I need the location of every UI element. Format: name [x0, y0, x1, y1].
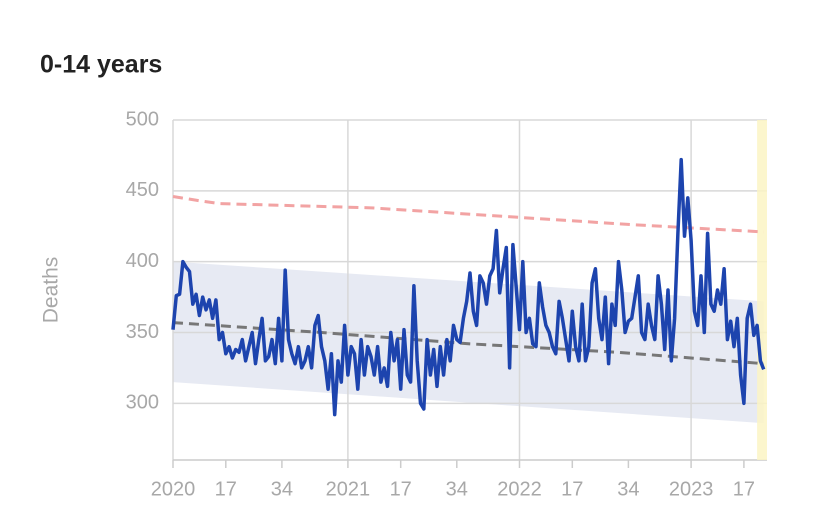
- x-tick-label: 17: [733, 478, 755, 500]
- series-line: [172, 321, 764, 366]
- y-tick-label: 450: [126, 179, 159, 201]
- y-axis-label: Deaths: [40, 257, 63, 324]
- x-tick-label: 2020: [151, 478, 196, 500]
- y-tick-label: 350: [126, 321, 159, 343]
- series-line: [171, 157, 766, 417]
- x-tick-label: 2022: [497, 478, 542, 500]
- y-tick-label: 400: [126, 250, 159, 272]
- x-tick-label: 2021: [326, 478, 371, 500]
- chart-title: 0-14 years: [40, 51, 162, 79]
- series-line: [172, 195, 764, 234]
- x-tick-label: 34: [446, 478, 468, 500]
- highlight-region: [757, 120, 767, 460]
- x-tick-label: 17: [561, 478, 583, 500]
- y-tick-label: 300: [126, 392, 159, 414]
- x-tick-label: 34: [271, 478, 293, 500]
- x-tick-label: 34: [617, 478, 639, 500]
- x-tick-label: 17: [390, 478, 412, 500]
- y-tick-label: 500: [126, 108, 159, 130]
- x-tick-label: 2023: [669, 478, 714, 500]
- x-tick-label: 17: [215, 478, 237, 500]
